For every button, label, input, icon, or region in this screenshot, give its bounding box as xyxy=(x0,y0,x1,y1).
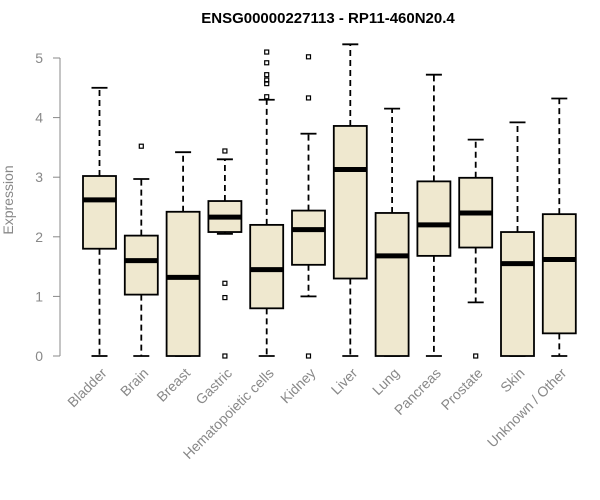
x-tick-label: Bladder xyxy=(64,365,110,411)
outlier-point xyxy=(222,280,228,286)
x-tick-label: Breast xyxy=(153,365,193,405)
box-iqr xyxy=(332,125,368,280)
box-group xyxy=(416,73,452,357)
outlier-point xyxy=(264,49,270,55)
box-iqr xyxy=(500,231,535,357)
outlier-point xyxy=(305,95,312,101)
x-tick-label: Skin xyxy=(497,365,528,396)
outlier-point xyxy=(264,72,270,78)
y-tick-label: 5 xyxy=(35,50,43,66)
box-group xyxy=(291,54,326,359)
y-tick-label: 1 xyxy=(35,288,43,304)
outlier-point xyxy=(222,148,228,154)
chart-title: ENSG00000227113 - RP11-460N20.4 xyxy=(201,10,455,27)
box-series xyxy=(82,43,577,359)
box-iqr xyxy=(416,180,452,257)
box-iqr xyxy=(82,175,117,250)
y-tick-label: 0 xyxy=(35,348,43,364)
x-tick-label: Prostate xyxy=(438,365,486,413)
box-group xyxy=(82,86,117,357)
outlier-point xyxy=(264,60,270,66)
outlier-point xyxy=(305,54,312,60)
box-group xyxy=(458,138,494,359)
x-tick-label: Kidney xyxy=(277,365,319,407)
box-iqr xyxy=(541,213,577,335)
outlier-point xyxy=(305,353,312,359)
box-group xyxy=(332,43,368,357)
outlier-point xyxy=(473,353,479,359)
outlier-point xyxy=(138,143,144,149)
outlier-point xyxy=(264,94,270,100)
y-tick-label: 3 xyxy=(35,169,43,185)
box-group xyxy=(500,121,535,357)
y-axis-label: Expression xyxy=(0,165,16,234)
box-group xyxy=(123,143,159,357)
box-group xyxy=(249,49,285,357)
box-group xyxy=(541,97,577,357)
box-group xyxy=(165,151,201,357)
box-iqr xyxy=(291,209,326,266)
box-iqr xyxy=(165,210,201,357)
y-axis: 0 1 2 3 4 5 xyxy=(35,50,61,364)
y-tick-label: 2 xyxy=(35,229,43,245)
x-tick-label: Liver xyxy=(328,365,361,398)
outlier-point xyxy=(222,353,228,359)
y-tick-label: 4 xyxy=(35,110,43,126)
box-iqr xyxy=(123,234,159,296)
box-group xyxy=(374,107,410,357)
x-tick-label: Unknown / Other xyxy=(484,365,570,451)
box-group xyxy=(207,148,243,359)
x-tick-label: Lung xyxy=(369,365,402,398)
box-iqr xyxy=(249,223,285,310)
outlier-point xyxy=(264,77,270,83)
box-iqr xyxy=(374,212,410,357)
outlier-point xyxy=(222,294,228,301)
x-tick-label: Brain xyxy=(117,365,151,399)
